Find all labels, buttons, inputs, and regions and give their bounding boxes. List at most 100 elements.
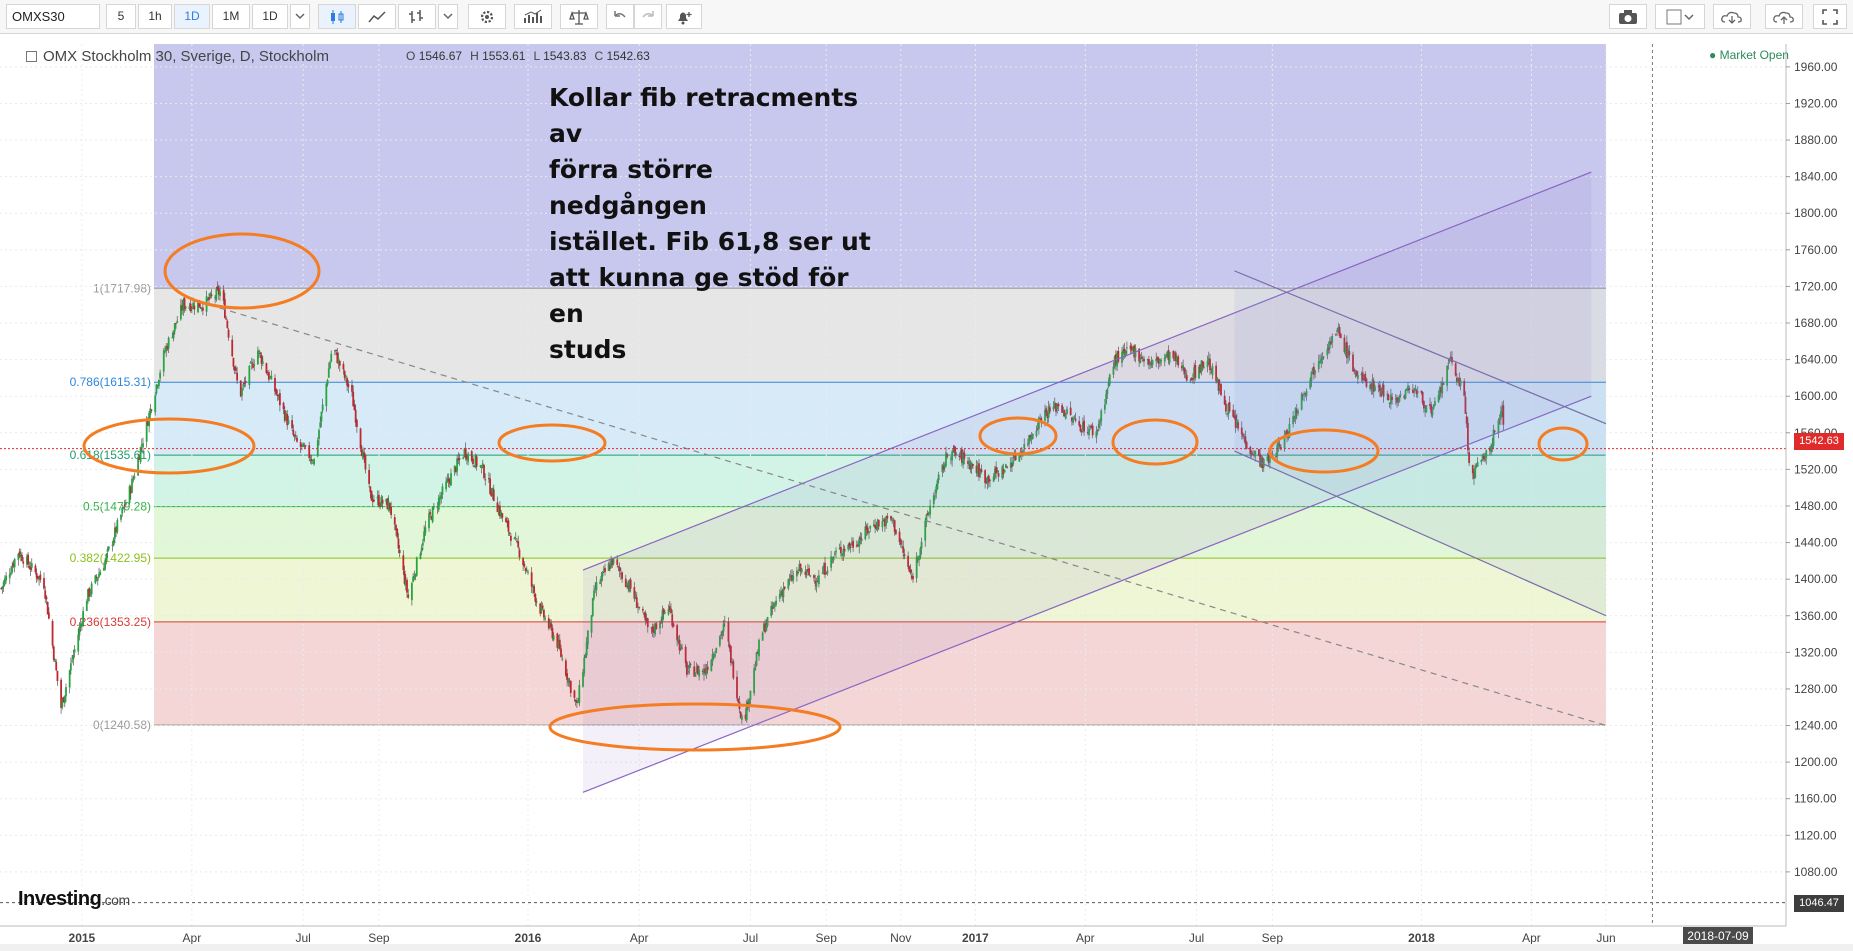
candle-body — [1193, 367, 1196, 380]
fullscreen-button[interactable] — [1813, 4, 1847, 29]
candle-body — [594, 588, 597, 590]
open-label: O — [406, 49, 416, 63]
candle-body — [773, 602, 776, 607]
candle-body — [1301, 394, 1304, 396]
candles-chart-button[interactable] — [318, 4, 356, 29]
candle-body — [1226, 413, 1229, 415]
candle-body — [22, 561, 25, 564]
candle-body — [1211, 366, 1214, 376]
candle-body — [47, 612, 50, 619]
line-chart-button[interactable] — [358, 4, 396, 29]
candle-body — [771, 606, 774, 609]
candle-body — [71, 660, 74, 662]
candle-body — [781, 590, 784, 596]
collapse-icon[interactable] — [26, 50, 37, 62]
candle-body — [1480, 460, 1483, 463]
candle-body — [1326, 349, 1329, 356]
ellipse-fib-618-left[interactable] — [82, 417, 256, 475]
candle-body — [287, 420, 290, 424]
interval-1d-button[interactable]: 1D — [174, 4, 210, 29]
candle-body — [62, 697, 65, 703]
indicators-button[interactable] — [514, 4, 552, 29]
candle-body — [107, 546, 110, 550]
candle-body — [487, 478, 490, 480]
settings-button[interactable] — [468, 4, 506, 29]
candle-body — [1039, 417, 1042, 419]
candle-body — [303, 445, 306, 447]
load-chart-button[interactable] — [1713, 4, 1751, 29]
candle-body — [731, 661, 734, 663]
save-chart-button[interactable] — [1765, 4, 1803, 29]
drawing-lines[interactable] — [0, 44, 1786, 926]
interval-select[interactable]: 1D — [252, 4, 288, 29]
candle-body — [34, 565, 37, 573]
candle-body — [1052, 406, 1055, 410]
price-chart[interactable]: 1(1717.98) 0.786(1615.31) 0.618(1535.61) 0.… — [0, 34, 1853, 951]
symbol-input[interactable]: OMXS30 — [6, 4, 100, 29]
candle-body — [1304, 393, 1307, 395]
candle-body — [447, 478, 450, 482]
candle-body — [1317, 360, 1320, 370]
ellipse-2016-dec[interactable] — [978, 416, 1058, 456]
top-toolbar: OMXS30 5 1h 1D 1M 1D — [0, 0, 1853, 34]
candle-body — [179, 304, 182, 320]
screenshot-button[interactable] — [1609, 4, 1647, 29]
trend-dashed[interactable] — [208, 304, 1607, 727]
support-down[interactable] — [1234, 450, 1607, 617]
interval-1h-button[interactable]: 1h — [138, 4, 172, 29]
channel-lower[interactable] — [582, 395, 1592, 793]
candle-body — [865, 526, 868, 531]
candle-body — [552, 635, 555, 640]
ellipse-2017-aug[interactable] — [1268, 428, 1380, 474]
candle-body — [490, 492, 493, 497]
candle-body — [458, 458, 461, 460]
redo-button[interactable] — [634, 4, 662, 29]
high-label: H — [470, 49, 479, 63]
candle-body — [270, 375, 273, 380]
candle-body — [556, 633, 559, 648]
ellipse-bottom[interactable] — [548, 702, 842, 752]
candle-body — [710, 659, 713, 672]
ellipse-top[interactable] — [163, 232, 321, 310]
candle-body — [131, 478, 133, 493]
interval-dropdown-button[interactable] — [290, 4, 310, 29]
text-annotation[interactable]: Kollar fib retracments av förra större n… — [549, 83, 871, 364]
candle-body — [1322, 356, 1325, 358]
chart-type-dropdown-button[interactable] — [438, 4, 458, 29]
compare-button[interactable] — [560, 4, 598, 29]
price-tick-label: 1200.00 — [1794, 755, 1838, 769]
channel-upper[interactable] — [582, 171, 1592, 571]
price-tick-label: 1760.00 — [1794, 243, 1838, 257]
undo-button[interactable] — [606, 4, 634, 29]
candle-body — [1355, 371, 1358, 377]
candle-body — [522, 558, 525, 566]
candle-body — [385, 499, 388, 502]
candle-body — [1405, 389, 1408, 391]
candle-body — [525, 570, 528, 572]
candle-body — [87, 589, 89, 602]
candle-body — [1244, 436, 1247, 445]
alert-button[interactable] — [666, 4, 702, 29]
interval-5-button[interactable]: 5 — [106, 4, 136, 29]
layout-button[interactable] — [1655, 4, 1705, 29]
candle-body — [99, 571, 102, 576]
candle-body — [61, 699, 64, 708]
candle-body — [1150, 362, 1153, 364]
candle-body — [701, 670, 704, 673]
bar-type-button[interactable] — [398, 4, 436, 29]
ellipse-annotations[interactable] — [82, 232, 1589, 752]
fib-retracement[interactable]: 1(1717.98) 0.786(1615.31) 0.618(1535.61) 0.… — [70, 44, 1606, 732]
candle-body — [373, 500, 375, 502]
price-tick-label: 1080.00 — [1794, 865, 1838, 879]
candle-body — [1251, 454, 1254, 456]
candle-body — [1035, 430, 1038, 437]
candle-body — [1030, 436, 1033, 440]
candle-body — [128, 486, 131, 504]
interval-1m-button[interactable]: 1M — [212, 4, 250, 29]
candle-body — [267, 372, 270, 380]
resistance-down[interactable] — [1234, 270, 1607, 425]
ellipse-2017-apr[interactable] — [1111, 418, 1199, 466]
ellipse-current[interactable] — [1537, 426, 1589, 462]
ellipse-2015-nov[interactable] — [497, 423, 607, 463]
candle-body — [1319, 360, 1321, 363]
